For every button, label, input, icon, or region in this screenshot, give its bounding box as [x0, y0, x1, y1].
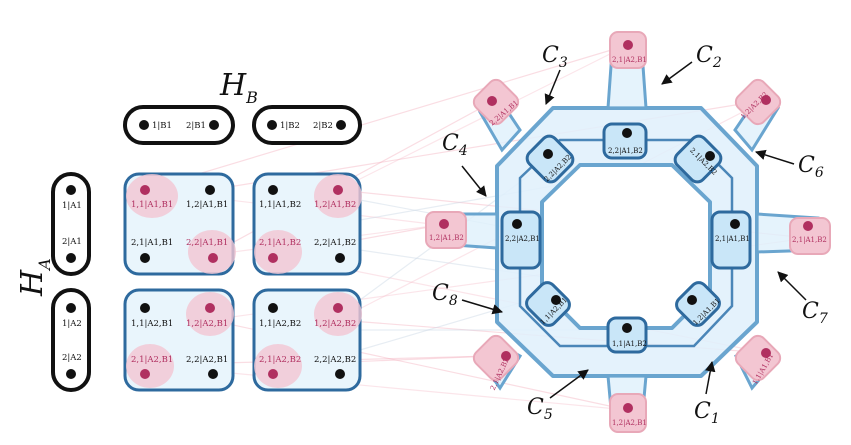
node-label: 1,1|A2,B1: [131, 319, 173, 329]
label-c4: C4: [442, 131, 468, 159]
ha-edge-a2: 1|A2 2|A2: [51, 288, 91, 392]
outer-node-top-right: 1,2|A2,B2: [734, 78, 782, 126]
inner-hole: [540, 163, 712, 330]
node-label: 2|A1: [62, 237, 82, 247]
inner-node: 2,1|A1,B1: [710, 210, 752, 270]
node-label: 2,2|A2,B1: [186, 355, 228, 365]
label-c8: C8: [432, 281, 458, 309]
node-label: 2,2|A1,B2: [608, 147, 643, 155]
node-label: 2|A2: [62, 353, 82, 363]
ha-label: HA: [15, 258, 54, 297]
hypergraph: 1,1|A1,B2 1,1|A2,B1 1,2|A1,B1 2,2|A2,B1: [425, 31, 831, 433]
inner-node: 1,1|A1,B2: [606, 316, 648, 354]
cycle-labels: C3 C2 C4 C6 C8 C7 C5 C1: [432, 43, 828, 427]
node-label: 1|A2: [62, 319, 82, 329]
node-label: 1,1|A1,B2: [259, 200, 301, 210]
outer-node-top: 2,1|A2,B1: [609, 31, 647, 69]
node-label: 1,2|A1,B2: [429, 234, 464, 242]
node-label: 1,2|A2,B2: [314, 319, 356, 329]
node-label: 1,2|A2,B1: [612, 419, 647, 427]
grid-cell-a2-b1: 1,1|A2,B1 1,2|A2,B1 2,1|A2,B1 2,2|A2,B1: [123, 288, 235, 392]
ha-edge-a1: 1|A1 2|A1: [51, 172, 91, 276]
node-label: 1,2|A2,B1: [186, 319, 228, 329]
outer-node-bottom: 1,2|A2,B1: [609, 393, 647, 433]
node-label: 2|B2: [313, 121, 333, 131]
grid-cell-a2-b2: 1,1|A2,B2 1,2|A2,B2 2,1|A2,B2 2,2|A2,B2: [252, 288, 362, 392]
inner-node: 2,1|A2,B2: [673, 134, 723, 184]
inner-node: 2,2|A1,B2: [602, 122, 648, 160]
node-label: 2,1|A1,B1: [715, 235, 750, 243]
outer-ring-nodes: 2,1|A2,B1 1,2|A2,B2 2,1|A1,B2 1,1|A1,B1: [425, 31, 831, 433]
label-c6: C6: [798, 153, 824, 181]
node-label: 1,1|A2,B2: [259, 319, 301, 329]
label-c1: C1: [694, 399, 720, 427]
node-label: 1|A1: [62, 201, 82, 211]
node-label: 1|B1: [152, 121, 172, 131]
grid-cell-a1-b2: 1,1|A1,B2 1,2|A1,B2 2,1|A1,B2 2,2|A1,B2: [252, 172, 362, 276]
label-c5: C5: [527, 395, 553, 423]
node-label: 1,2|A1,B1: [186, 200, 228, 210]
node-label: 2,1|A2,B1: [612, 56, 647, 64]
node-label: 2|B1: [186, 121, 206, 131]
node-label: 2,1|A2,B2: [259, 355, 301, 365]
node-label: 2,2|A2,B2: [314, 355, 356, 365]
inner-node: 2,2|A2,B2: [525, 134, 575, 183]
inner-node: 1,2|A1,B1: [675, 281, 722, 327]
outer-node-bottom-left: 2,1|A2,B2: [472, 334, 520, 392]
node-label: 2,1|A2,B1: [131, 355, 173, 365]
node-label: 2,1|A1,B2: [259, 238, 301, 248]
label-c7: C7: [802, 299, 828, 327]
node-label: 2,2|A2,B1: [505, 235, 540, 243]
node-label: 2,2|A1,B2: [314, 238, 356, 248]
outer-node-right: 2,1|A1,B2: [789, 217, 831, 255]
hb-label: HB: [219, 68, 258, 107]
svg-text:HA: HA: [15, 258, 54, 297]
node-label: 1,2|A1,B2: [314, 200, 356, 210]
node-label: 2,1|A1,B1: [131, 238, 173, 248]
node-label: 1,1|A1,B2: [612, 340, 647, 348]
inner-node: 2,2|A2,B1: [500, 210, 542, 270]
node-label: 2,1|A1,B2: [792, 236, 827, 244]
grid-cell-a1-b1: 1,1|A1,B1 1,2|A1,B1 2,1|A1,B1 2,2|A1,B1: [123, 172, 236, 276]
hb-edge-b2: 1|B2 2|B2: [252, 105, 362, 145]
node-label: 1,1|A1,B1: [131, 200, 173, 210]
node-label: 1|B2: [280, 121, 300, 131]
label-c2: C2: [696, 43, 722, 71]
hb-edge-b1: 1|B1 2|B1: [123, 105, 235, 145]
node-label: 2,2|A1,B1: [186, 238, 228, 248]
outer-node-left: 1,2|A1,B2: [425, 211, 467, 249]
label-c3: C3: [542, 43, 568, 71]
